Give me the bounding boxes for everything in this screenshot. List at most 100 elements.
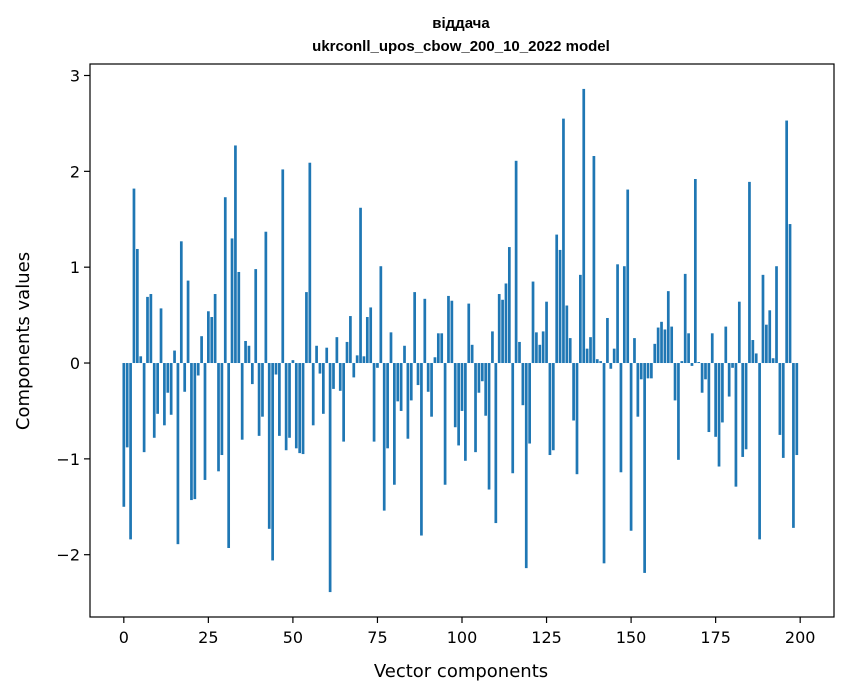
bar (294, 363, 298, 449)
bar (146, 296, 149, 364)
bar (748, 181, 751, 364)
bar (291, 360, 295, 364)
bar (487, 363, 491, 490)
y-tick-label: −2 (56, 546, 80, 565)
bar (176, 363, 180, 545)
bar (765, 324, 768, 364)
bar (474, 363, 477, 453)
bar (595, 359, 599, 364)
bar (754, 353, 758, 364)
bar (572, 363, 575, 421)
bar (196, 363, 200, 376)
bar (159, 308, 163, 364)
bar (403, 345, 406, 364)
bar (531, 281, 535, 364)
bar (464, 363, 467, 461)
bar (592, 156, 596, 364)
bar (633, 338, 636, 364)
bar (261, 363, 264, 417)
bar (257, 363, 261, 436)
y-axis-label: Components values (13, 252, 34, 430)
bar (670, 326, 674, 364)
bar (193, 363, 197, 500)
bar (457, 363, 460, 446)
bar (311, 363, 315, 426)
bar (315, 345, 318, 364)
bar (568, 338, 572, 364)
y-tick-label: 0 (70, 354, 80, 373)
bar (332, 363, 335, 389)
bar (447, 295, 450, 364)
bar (673, 363, 677, 401)
bar (639, 363, 643, 380)
bar (792, 363, 795, 528)
bar (612, 348, 616, 364)
bar (737, 301, 741, 364)
bar (687, 333, 690, 364)
bar (622, 266, 626, 364)
bar (142, 363, 146, 453)
bar (436, 333, 440, 364)
bar (771, 358, 775, 364)
bar (149, 294, 153, 364)
bar (393, 363, 396, 485)
bar (781, 363, 785, 458)
bar (200, 336, 203, 364)
bar (575, 363, 579, 475)
bar (453, 363, 457, 428)
bar (758, 363, 761, 540)
bar (541, 331, 545, 364)
bar (359, 207, 362, 364)
y-tick-label: 2 (70, 162, 80, 181)
bar (308, 162, 312, 364)
bar (338, 363, 342, 391)
bar (768, 310, 772, 364)
bar (558, 249, 562, 364)
bar (548, 363, 552, 456)
bar (650, 363, 653, 379)
bar (396, 363, 400, 402)
bar (450, 300, 454, 364)
bar (643, 363, 646, 573)
bar (744, 363, 748, 450)
bar (606, 317, 609, 364)
bar (690, 363, 694, 366)
bar (460, 363, 464, 411)
bar (125, 363, 129, 448)
bar (619, 363, 623, 473)
bar (714, 363, 717, 437)
bar (653, 343, 657, 364)
bar (683, 273, 687, 364)
bar (342, 363, 345, 442)
x-tick-label: 175 (700, 628, 731, 647)
y-axis: −2 −1 0 1 2 3 (56, 67, 90, 565)
bar (301, 363, 305, 455)
bar (562, 118, 565, 364)
bar (122, 363, 126, 507)
bar (430, 363, 433, 417)
bar (443, 363, 447, 485)
bar (156, 363, 159, 414)
bar (731, 363, 734, 368)
bar (555, 234, 559, 364)
bar (524, 363, 528, 569)
bar (288, 363, 291, 438)
bar (179, 241, 183, 364)
bar (741, 363, 745, 457)
bar (518, 341, 521, 364)
bar (666, 291, 670, 364)
bar (349, 316, 352, 364)
bar (406, 363, 410, 439)
bar (535, 332, 538, 364)
bar (582, 88, 586, 364)
chart-subtitle: ukrconll_upos_cbow_200_10_2022 model (312, 38, 610, 55)
bar (250, 363, 254, 385)
bar (254, 269, 258, 364)
x-tick-label: 125 (531, 628, 562, 647)
x-tick-label: 50 (283, 628, 303, 647)
bar (697, 362, 701, 364)
bar (399, 363, 403, 411)
bar (210, 317, 214, 364)
bar (135, 248, 139, 364)
